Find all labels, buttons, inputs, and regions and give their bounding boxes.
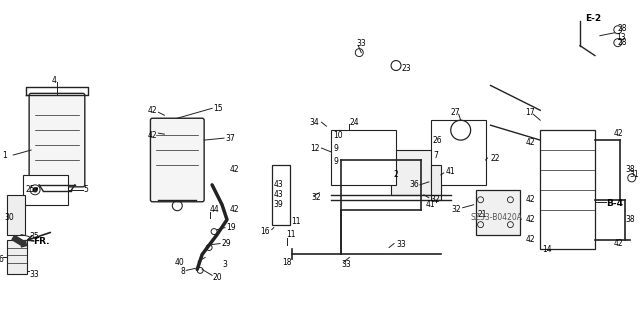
Text: 2: 2 xyxy=(393,170,398,179)
Text: 44: 44 xyxy=(210,205,220,214)
Text: 16: 16 xyxy=(260,227,270,236)
Text: FR.: FR. xyxy=(33,237,50,246)
Text: 17: 17 xyxy=(525,108,535,117)
Text: 8: 8 xyxy=(180,267,185,276)
Text: 42: 42 xyxy=(613,129,623,138)
Bar xyxy=(431,120,486,185)
Text: 42: 42 xyxy=(229,166,239,174)
Text: 11: 11 xyxy=(292,217,301,226)
Text: 37: 37 xyxy=(225,134,235,143)
Text: 41: 41 xyxy=(426,200,436,209)
Text: 34: 34 xyxy=(310,118,319,127)
Text: 27: 27 xyxy=(451,108,461,117)
Text: 33: 33 xyxy=(356,39,366,48)
FancyArrow shape xyxy=(12,235,27,247)
Text: 19: 19 xyxy=(226,223,236,232)
Text: 22: 22 xyxy=(490,153,500,162)
Bar xyxy=(332,130,396,185)
Text: 15: 15 xyxy=(213,104,223,113)
Text: 26: 26 xyxy=(433,136,442,145)
Text: E-2: E-2 xyxy=(585,14,601,23)
Text: 3: 3 xyxy=(222,260,227,269)
FancyBboxPatch shape xyxy=(29,93,85,187)
Bar xyxy=(391,150,441,195)
Text: 33: 33 xyxy=(396,240,406,249)
Text: B-4: B-4 xyxy=(606,199,623,208)
Text: 42: 42 xyxy=(525,137,535,147)
Text: 33: 33 xyxy=(341,260,351,269)
Text: 32: 32 xyxy=(451,205,461,214)
Text: 39: 39 xyxy=(274,200,284,209)
Text: 21: 21 xyxy=(477,210,487,219)
Text: 38: 38 xyxy=(626,166,636,174)
Text: 43: 43 xyxy=(274,190,284,199)
Bar xyxy=(7,240,27,274)
Text: 5: 5 xyxy=(84,185,89,194)
Bar xyxy=(476,190,520,234)
Text: 28: 28 xyxy=(618,24,627,33)
Text: 23: 23 xyxy=(401,64,411,73)
Bar xyxy=(431,165,441,200)
Text: 42: 42 xyxy=(525,195,535,204)
Text: 1: 1 xyxy=(3,151,7,160)
Text: 41: 41 xyxy=(446,167,456,176)
Text: 32: 32 xyxy=(431,195,440,204)
Text: 42: 42 xyxy=(229,205,239,214)
Text: 7: 7 xyxy=(433,151,438,160)
Text: 20: 20 xyxy=(212,273,221,282)
Text: 42: 42 xyxy=(148,106,157,115)
Text: 36: 36 xyxy=(409,180,419,189)
Text: 42: 42 xyxy=(613,239,623,248)
Text: 43: 43 xyxy=(274,180,284,189)
Text: 9: 9 xyxy=(333,158,339,167)
Text: 10: 10 xyxy=(333,131,343,140)
Bar xyxy=(23,175,68,205)
Text: 29: 29 xyxy=(221,239,230,248)
Text: 24: 24 xyxy=(349,118,359,127)
Text: 30: 30 xyxy=(4,213,14,222)
Text: 12: 12 xyxy=(310,144,319,152)
Bar xyxy=(540,130,595,249)
Text: 35: 35 xyxy=(29,232,39,241)
Text: 33: 33 xyxy=(29,270,39,279)
Text: 11: 11 xyxy=(287,230,296,239)
Text: 13: 13 xyxy=(616,33,625,42)
Text: 28: 28 xyxy=(618,38,627,47)
Text: 38: 38 xyxy=(626,215,636,224)
Text: 18: 18 xyxy=(282,258,291,267)
Circle shape xyxy=(33,188,37,192)
Text: 4: 4 xyxy=(52,76,56,85)
Text: 14: 14 xyxy=(542,245,552,254)
Text: 6: 6 xyxy=(0,255,3,264)
Bar xyxy=(272,165,290,225)
Text: SZ33-B0420A: SZ33-B0420A xyxy=(470,213,523,222)
Text: 9: 9 xyxy=(333,144,339,152)
Text: 25•: 25• xyxy=(25,185,39,194)
Text: 42: 42 xyxy=(525,215,535,224)
Text: 40: 40 xyxy=(175,258,184,267)
Text: 42: 42 xyxy=(525,235,535,244)
Text: 32: 32 xyxy=(312,193,321,202)
Text: 31: 31 xyxy=(630,170,639,179)
Text: 42: 42 xyxy=(148,131,157,140)
FancyBboxPatch shape xyxy=(150,118,204,202)
Bar xyxy=(7,195,25,234)
